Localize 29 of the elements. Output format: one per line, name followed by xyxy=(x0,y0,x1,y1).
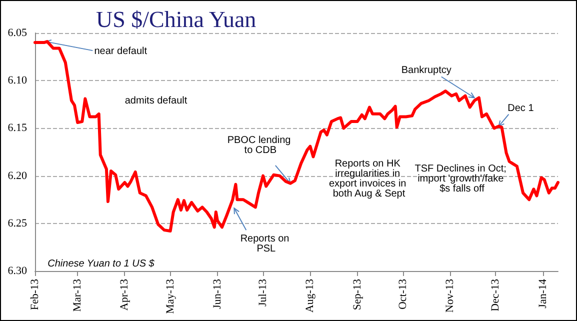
annotation: PBOC lending to CDB xyxy=(227,134,294,156)
y-tick-label: 6.05 xyxy=(8,27,28,39)
annotation: Chinese Yuan to 1 US $ xyxy=(48,258,155,270)
x-tick-label: Jan-14 xyxy=(536,278,549,308)
x-tick-label: Oct-13 xyxy=(396,278,409,310)
annotation: Dec 1 xyxy=(508,102,534,114)
x-tick-label: Feb-13 xyxy=(29,278,41,310)
x-tick-label: Apr-13 xyxy=(118,278,131,311)
x-tick-label: Aug-13 xyxy=(304,278,316,313)
x-tick-label: Dec-13 xyxy=(490,278,502,312)
y-tick-label: 6.20 xyxy=(8,170,28,182)
annotation: Reports on HK irregularities in export invoices in both Aug & Sept xyxy=(328,158,410,200)
x-tick-label: Jun-13 xyxy=(211,278,224,309)
x-tick-label: Nov-13 xyxy=(444,278,456,313)
x-tick-label: Mar-13 xyxy=(72,278,84,312)
y-tick-label: 6.30 xyxy=(8,265,28,277)
chart-title: US $/China Yuan xyxy=(96,7,257,32)
annotation: admits default xyxy=(124,96,188,106)
annotation: TSF Declines in Oct; import 'growth'/fake $s falls off xyxy=(414,164,510,194)
y-tick-label: 6.25 xyxy=(8,217,28,230)
annotation: near default xyxy=(94,46,148,58)
line-series xyxy=(34,40,560,233)
y-tick-label: 6.10 xyxy=(8,74,28,87)
annotation: Bankruptcy xyxy=(401,65,452,76)
x-tick-label: May-13 xyxy=(164,278,176,314)
annotation: Reports on PSL xyxy=(240,234,292,255)
x-tick-label: Jul-13 xyxy=(257,278,270,306)
y-tick-label: 6.15 xyxy=(8,122,28,134)
x-tick-label: Sep-13 xyxy=(351,278,364,310)
